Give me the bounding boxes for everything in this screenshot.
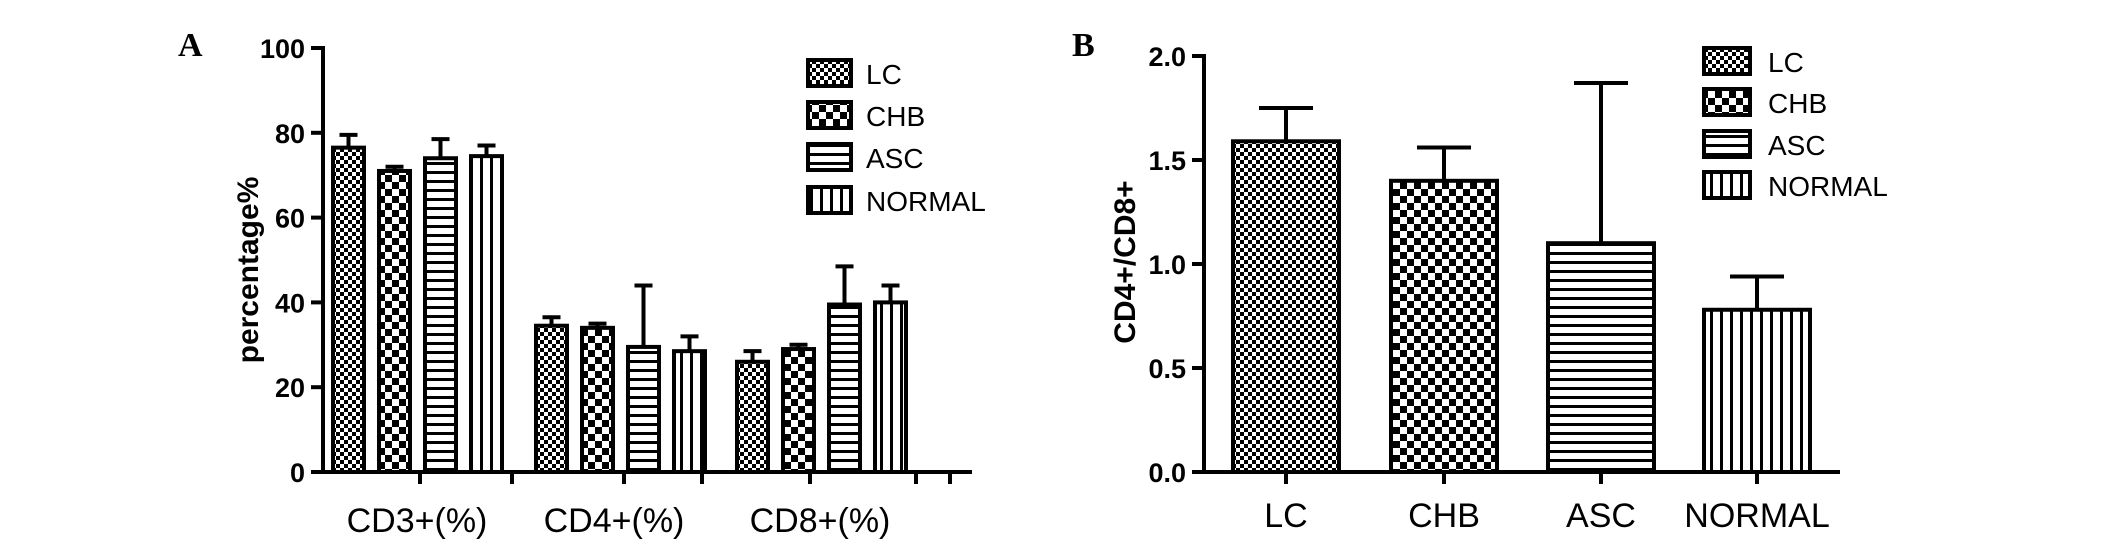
panel-a-legend-swatch <box>806 100 853 130</box>
panel-a-y-tick-label: 100 <box>260 34 305 64</box>
panel-b-bar <box>1702 307 1812 475</box>
panel-b-y-tick-label: 1.5 <box>1148 146 1186 176</box>
panel-b-chart: 0.0 0.5 1.0 1.5 2.0 CD4+/CD8+ LC CHB ASC NORMAL LC… <box>1109 42 1888 535</box>
panel-b-category-label: NORMAL <box>1684 497 1829 535</box>
panel-a-error-bar <box>743 349 762 362</box>
panel-a-y-tick-label: 40 <box>275 288 305 318</box>
panel-a-bar <box>469 154 504 474</box>
panel-b-legend-label: CHB <box>1768 88 1827 119</box>
panel-b-error-bar <box>1574 81 1628 244</box>
panel-a-chart: 0 20 40 60 80 100 percentage% CD3+(%) CD4+(%) CD8… <box>232 34 986 540</box>
panel-a-legend-label: ASC <box>866 143 924 174</box>
panel-a-legend-label: CHB <box>866 101 925 132</box>
panel-a-error-bar <box>789 342 808 350</box>
panel-b-error-bar <box>1417 145 1471 181</box>
panel-a-error-bar <box>634 283 653 347</box>
panel-a-error-bar <box>431 137 450 159</box>
panel-b-letter: B <box>1072 27 1095 64</box>
panel-a-category-label: CD4+(%) <box>544 502 685 540</box>
panel-b-category-label: LC <box>1264 497 1307 535</box>
panel-b-y-tick-label: 1.0 <box>1148 250 1186 280</box>
panel-b-category-label: CHB <box>1408 497 1480 535</box>
panel-b-legend-label: LC <box>1768 47 1804 78</box>
panel-a-category-label: CD3+(%) <box>347 502 488 540</box>
panel-a-error-bar <box>588 321 607 328</box>
panel-a-error-bar <box>680 334 699 352</box>
panel-b-y-axis-label: CD4+/CD8+ <box>1109 180 1142 343</box>
panel-b-bar <box>1389 178 1499 475</box>
panel-a-error-bar <box>385 164 404 171</box>
panel-a-bar <box>534 323 569 474</box>
panel-a-y-tick-label: 0 <box>290 458 305 488</box>
panel-a-error-bar <box>477 143 496 157</box>
panel-a-y-tick-label: 20 <box>275 373 305 403</box>
panel-a-bar <box>735 359 770 475</box>
panel-b-error-bar <box>1259 106 1313 142</box>
panel-a-bar <box>672 349 707 474</box>
panel-b-category-label: ASC <box>1566 497 1636 535</box>
panel-a-y-tick-label: 60 <box>275 204 305 234</box>
panel-b-error-bar <box>1730 274 1784 310</box>
panel-a-y-tick-label: 80 <box>275 119 305 149</box>
panel-a-bar <box>781 347 816 475</box>
panel-a-legend-swatch <box>806 185 853 215</box>
panel-b-y-tick-label: 2.0 <box>1148 42 1186 72</box>
panel-a-category-label: CD8+(%) <box>750 502 891 540</box>
panel-b-legend-swatch <box>1702 46 1752 76</box>
panel-b-bar <box>1231 139 1341 474</box>
panel-a-error-bar <box>881 283 900 303</box>
panel-a-legend-label: LC <box>866 59 902 90</box>
panel-a-bar <box>331 145 366 474</box>
panel-b-legend-label: ASC <box>1768 130 1826 161</box>
panel-b-legend-label: NORMAL <box>1768 171 1888 202</box>
panel-a-y-axis-label: percentage% <box>232 177 265 364</box>
panel-b-legend-swatch <box>1702 129 1752 159</box>
panel-a-legend-swatch <box>806 58 853 88</box>
panel-b-y-tick-label: 0.0 <box>1148 458 1186 488</box>
panel-a-legend-label: NORMAL <box>866 186 986 217</box>
panel-a-bar <box>423 156 458 475</box>
panel-a-error-bar <box>339 132 358 148</box>
panel-b-bar <box>1546 241 1656 474</box>
panel-a-bar <box>626 344 661 475</box>
panel-a-legend-swatch <box>806 142 853 172</box>
panel-b-y-tick-label: 0.5 <box>1148 354 1186 384</box>
panel-a-bar <box>377 168 412 475</box>
panel-a-letter: A <box>178 27 203 64</box>
panel-a-bar <box>873 300 908 474</box>
panel-a-bar <box>580 325 615 474</box>
panel-b-legend-swatch <box>1702 87 1752 117</box>
panel-a-bar <box>827 302 862 474</box>
panel-a-error-bar <box>835 264 854 305</box>
panel-a-error-bar <box>542 315 561 326</box>
panel-b-legend-swatch <box>1702 170 1752 200</box>
